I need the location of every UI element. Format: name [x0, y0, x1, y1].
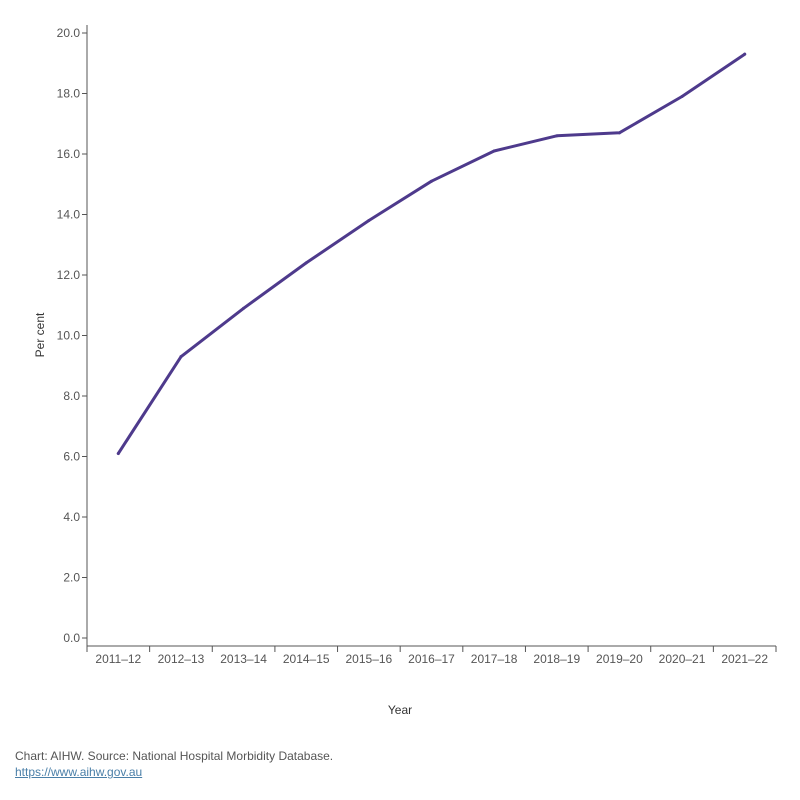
- y-tick-label: 6.0: [63, 450, 80, 464]
- aihw-link[interactable]: https://www.aihw.gov.au: [15, 765, 143, 779]
- y-tick-label: 12.0: [57, 268, 81, 282]
- y-tick-label: 16.0: [57, 147, 81, 161]
- y-tick-label: 8.0: [63, 389, 80, 403]
- x-tick-label: 2017–18: [471, 652, 518, 666]
- y-tick-label: 14.0: [57, 208, 81, 222]
- data-point: [116, 451, 120, 455]
- x-tick-label: 2013–14: [220, 652, 267, 666]
- data-point: [242, 306, 246, 310]
- x-axis: 2011–12 2012–13 2013–14 2014–15 2015–16 2016–…: [86, 645, 777, 666]
- data-point: [555, 134, 559, 138]
- y-axis-title: Per cent: [33, 312, 47, 357]
- x-tick-label: 2015–16: [346, 652, 393, 666]
- data-point: [617, 131, 621, 135]
- x-tick-label: 2016–17: [408, 652, 455, 666]
- data-point: [304, 261, 308, 265]
- series-group: [116, 52, 747, 455]
- x-axis-title: Year: [388, 703, 412, 717]
- data-point: [743, 52, 747, 56]
- x-tick-label: 2021–22: [721, 652, 768, 666]
- data-point: [492, 149, 496, 153]
- x-tick-label: 2020–21: [659, 652, 706, 666]
- y-axis: 0.0 2.0 4.0 6.0 8.0 10.0 12.0 14.0 16.0 18.0 20.0: [57, 25, 88, 646]
- chart-source-note: Chart: AIHW. Source: National Hospital M…: [15, 749, 334, 763]
- data-point: [430, 179, 433, 183]
- y-tick-label: 0.0: [63, 631, 80, 645]
- series-line: [116, 52, 747, 455]
- x-tick-label: 2014–15: [283, 652, 330, 666]
- y-tick-label: 4.0: [63, 510, 80, 524]
- x-tick-label: 2011–12: [95, 652, 141, 666]
- x-tick-label: 2019–20: [596, 652, 643, 666]
- data-point: [367, 219, 371, 223]
- x-tick-label: 2018–19: [533, 652, 580, 666]
- data-point: [680, 95, 684, 99]
- y-tick-label: 10.0: [57, 329, 81, 343]
- y-tick-label: 20.0: [57, 26, 81, 40]
- x-tick-label: 2012–13: [158, 652, 205, 666]
- data-point: [179, 355, 183, 359]
- y-tick-label: 18.0: [57, 87, 81, 101]
- footer-link-line: https://www.aihw.gov.au: [15, 765, 142, 779]
- y-tick-label: 2.0: [63, 571, 80, 585]
- line-chart: 0.02.04.06.08.010.012.014.016.018.020.0 …: [33, 25, 777, 717]
